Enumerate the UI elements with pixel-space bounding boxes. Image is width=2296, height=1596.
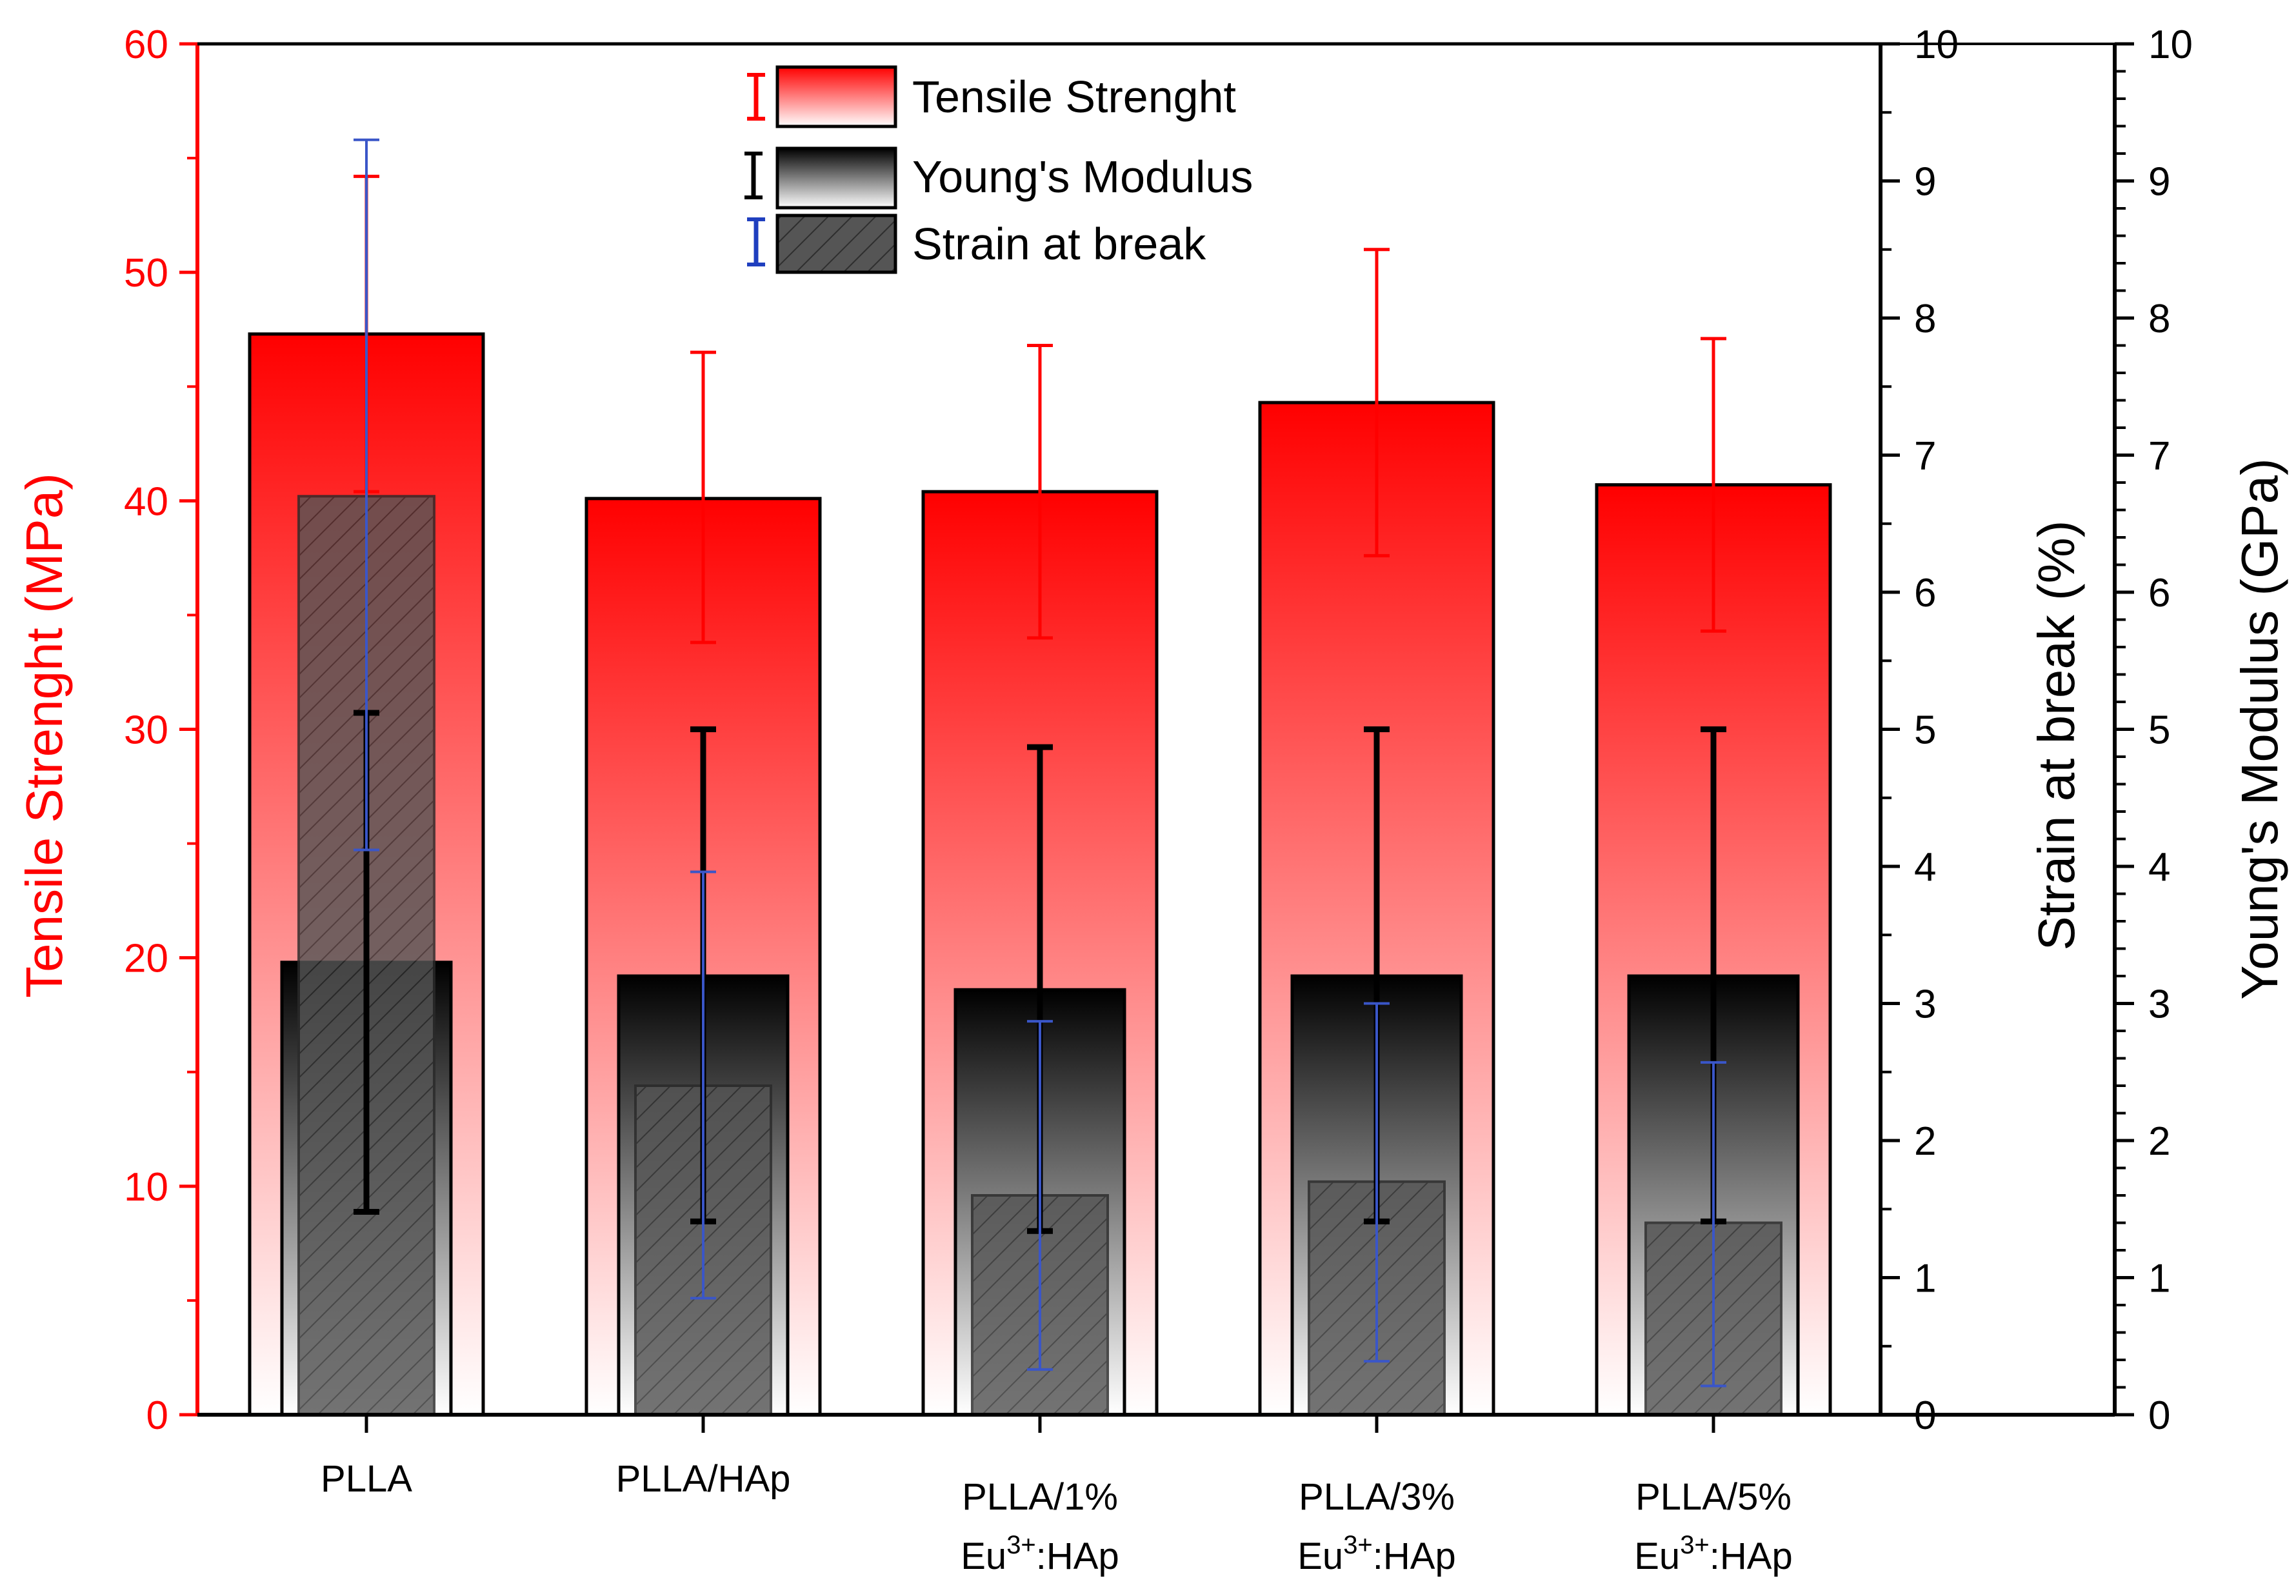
left-tick-label-1: 10	[124, 1165, 168, 1210]
legend-entry-tensile: Tensile Strenght	[747, 65, 1236, 128]
legend-swatch-young	[775, 146, 897, 210]
modulus-tick-label-1: 1	[2148, 1257, 2170, 1301]
legend-swatch-tensile	[775, 65, 897, 128]
left-tick-label-4: 40	[124, 479, 168, 524]
strain-tick-label-10: 10	[1914, 23, 1959, 67]
category-sublabel-4: Eu3+:HAp	[1634, 1531, 1793, 1577]
left-tick-label-2: 20	[124, 937, 168, 981]
category-label-3: PLLA/3%	[1299, 1476, 1455, 1518]
modulus-tick-label-10: 10	[2148, 23, 2193, 67]
left-axis-title: Tensile Strenght (MPa)	[15, 473, 73, 998]
modulus-axis-title: Young's Modulus (GPa)	[2231, 458, 2288, 999]
left-tick-label-6: 60	[124, 23, 168, 67]
strain-tick-label-1: 1	[1914, 1257, 1936, 1301]
category-sublabel-3: Eu3+:HAp	[1297, 1531, 1456, 1577]
strain-tick-label-3: 3	[1914, 983, 1936, 1027]
strain-tick-label-2: 2	[1914, 1119, 1936, 1164]
modulus-tick-label-5: 5	[2148, 708, 2170, 753]
category-label-1: PLLA/HAp	[616, 1458, 791, 1500]
axes: 0 10 20 30 40 50 60 0 1 2 3 4 5 6 7 8 9 10 0 1 2 3 4 5 6 7 8 9 10	[124, 23, 2193, 1438]
strain-tick-label-8: 8	[1914, 297, 1936, 341]
modulus-tick-label-2: 2	[2148, 1119, 2170, 1164]
left-tick-label-0: 0	[146, 1393, 168, 1438]
category-label-0: PLLA	[321, 1458, 412, 1500]
modulus-tick-label-8: 8	[2148, 297, 2170, 341]
modulus-tick-label-4: 4	[2148, 845, 2170, 890]
strain-tick-label-6: 6	[1914, 571, 1936, 615]
modulus-tick-label-7: 7	[2148, 434, 2170, 479]
category-sublabel-2: Eu3+:HAp	[961, 1531, 1119, 1577]
category-labels: PLLA PLLA/HAp PLLA/1% Eu3+:HAp PLLA/3% Eu3+:H…	[321, 1458, 1793, 1577]
category-label-2: PLLA/1%	[962, 1476, 1118, 1518]
legend: Tensile Strenght Young's Modulus Strain …	[744, 65, 1253, 274]
modulus-tick-label-3: 3	[2148, 983, 2170, 1027]
legend-entry-young: Young's Modulus	[744, 146, 1253, 210]
legend-label-young: Young's Modulus	[912, 152, 1253, 202]
strain-tick-label-7: 7	[1914, 434, 1936, 479]
left-tick-label-5: 50	[124, 251, 168, 295]
legend-entry-strain: Strain at break	[747, 214, 1206, 274]
strain-axis-title: Strain at break (%)	[2028, 521, 2085, 951]
left-tick-label-3: 30	[124, 708, 168, 753]
modulus-tick-label-0: 0	[2148, 1393, 2170, 1438]
category-label-4: PLLA/5%	[1635, 1476, 1792, 1518]
strain-at-break-error-bars	[354, 138, 1726, 1388]
strain-tick-label-9: 9	[1914, 160, 1936, 204]
legend-label-strain: Strain at break	[912, 219, 1206, 269]
modulus-tick-label-9: 9	[2148, 160, 2170, 204]
strain-tick-label-5: 5	[1914, 708, 1936, 753]
strain-tick-label-4: 4	[1914, 845, 1936, 890]
legend-swatch-strain	[775, 214, 897, 274]
legend-label-tensile: Tensile Strenght	[912, 72, 1236, 122]
strain-tick-label-0: 0	[1914, 1393, 1936, 1438]
modulus-tick-label-6: 6	[2148, 571, 2170, 615]
